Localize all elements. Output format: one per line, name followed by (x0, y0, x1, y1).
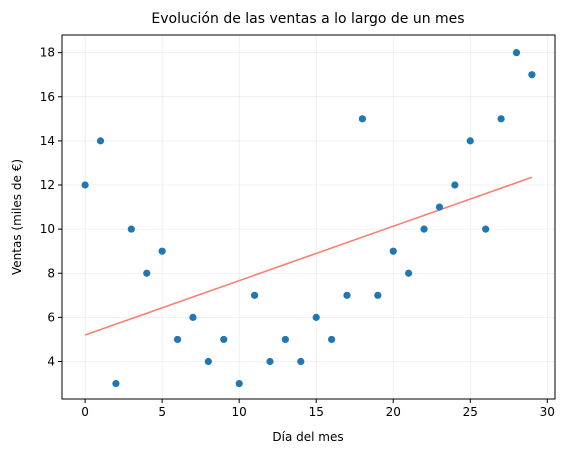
data-point (220, 335, 228, 344)
data-point (374, 291, 382, 299)
data-point (297, 357, 305, 366)
y-tick-label: 18 (40, 46, 55, 60)
data-point (173, 335, 182, 344)
data-point (343, 291, 351, 299)
data-point (158, 247, 166, 255)
y-tick-label: 14 (40, 134, 55, 148)
data-point (405, 269, 413, 277)
data-point (81, 181, 89, 189)
data-point (312, 313, 320, 321)
trend-line (84, 176, 533, 336)
data-point (451, 181, 459, 189)
x-axis-label: Día del mes (272, 430, 343, 444)
data-point (358, 115, 367, 123)
data-point (127, 225, 135, 233)
data-point (189, 313, 197, 321)
data-point (281, 335, 289, 344)
data-point (143, 269, 151, 277)
grid (62, 35, 555, 399)
x-tick-label: 15 (309, 405, 324, 419)
y-tick-label: 4 (47, 354, 55, 368)
data-point (512, 49, 521, 57)
x-tick-label: 25 (463, 405, 478, 419)
data-point (112, 379, 120, 388)
y-tick-label: 12 (40, 178, 55, 192)
data-point (435, 203, 444, 211)
data-point (235, 379, 243, 388)
data-point (482, 225, 490, 233)
x-tick-label: 20 (386, 405, 401, 419)
data-points (81, 49, 536, 388)
y-tick-label: 6 (47, 310, 55, 324)
x-tick-label: 0 (81, 405, 89, 419)
data-point (528, 71, 536, 79)
data-point (204, 357, 212, 366)
y-axis-label: Ventas (miles de €) (10, 159, 24, 275)
y-tick-label: 10 (40, 222, 55, 236)
data-point (466, 137, 474, 145)
data-point (250, 291, 259, 299)
plot-frame (61, 34, 556, 400)
y-tick-label: 16 (40, 90, 55, 104)
data-point (266, 357, 274, 366)
data-point (420, 225, 428, 233)
x-tick-label: 10 (232, 405, 247, 419)
data-point (328, 335, 336, 344)
x-tick-label: 5 (158, 405, 166, 419)
chart-title: Evolución de las ventas a lo largo de un… (151, 11, 464, 27)
x-tick-label: 30 (540, 405, 555, 419)
y-tick-label: 8 (47, 266, 55, 280)
data-point (389, 247, 397, 255)
x-axis-ticks: 0 5 10 15 20 25 30 (81, 399, 555, 419)
data-point (497, 115, 505, 123)
y-axis-ticks: 4 6 8 10 12 14 16 18 (40, 46, 62, 368)
data-point (96, 137, 105, 145)
